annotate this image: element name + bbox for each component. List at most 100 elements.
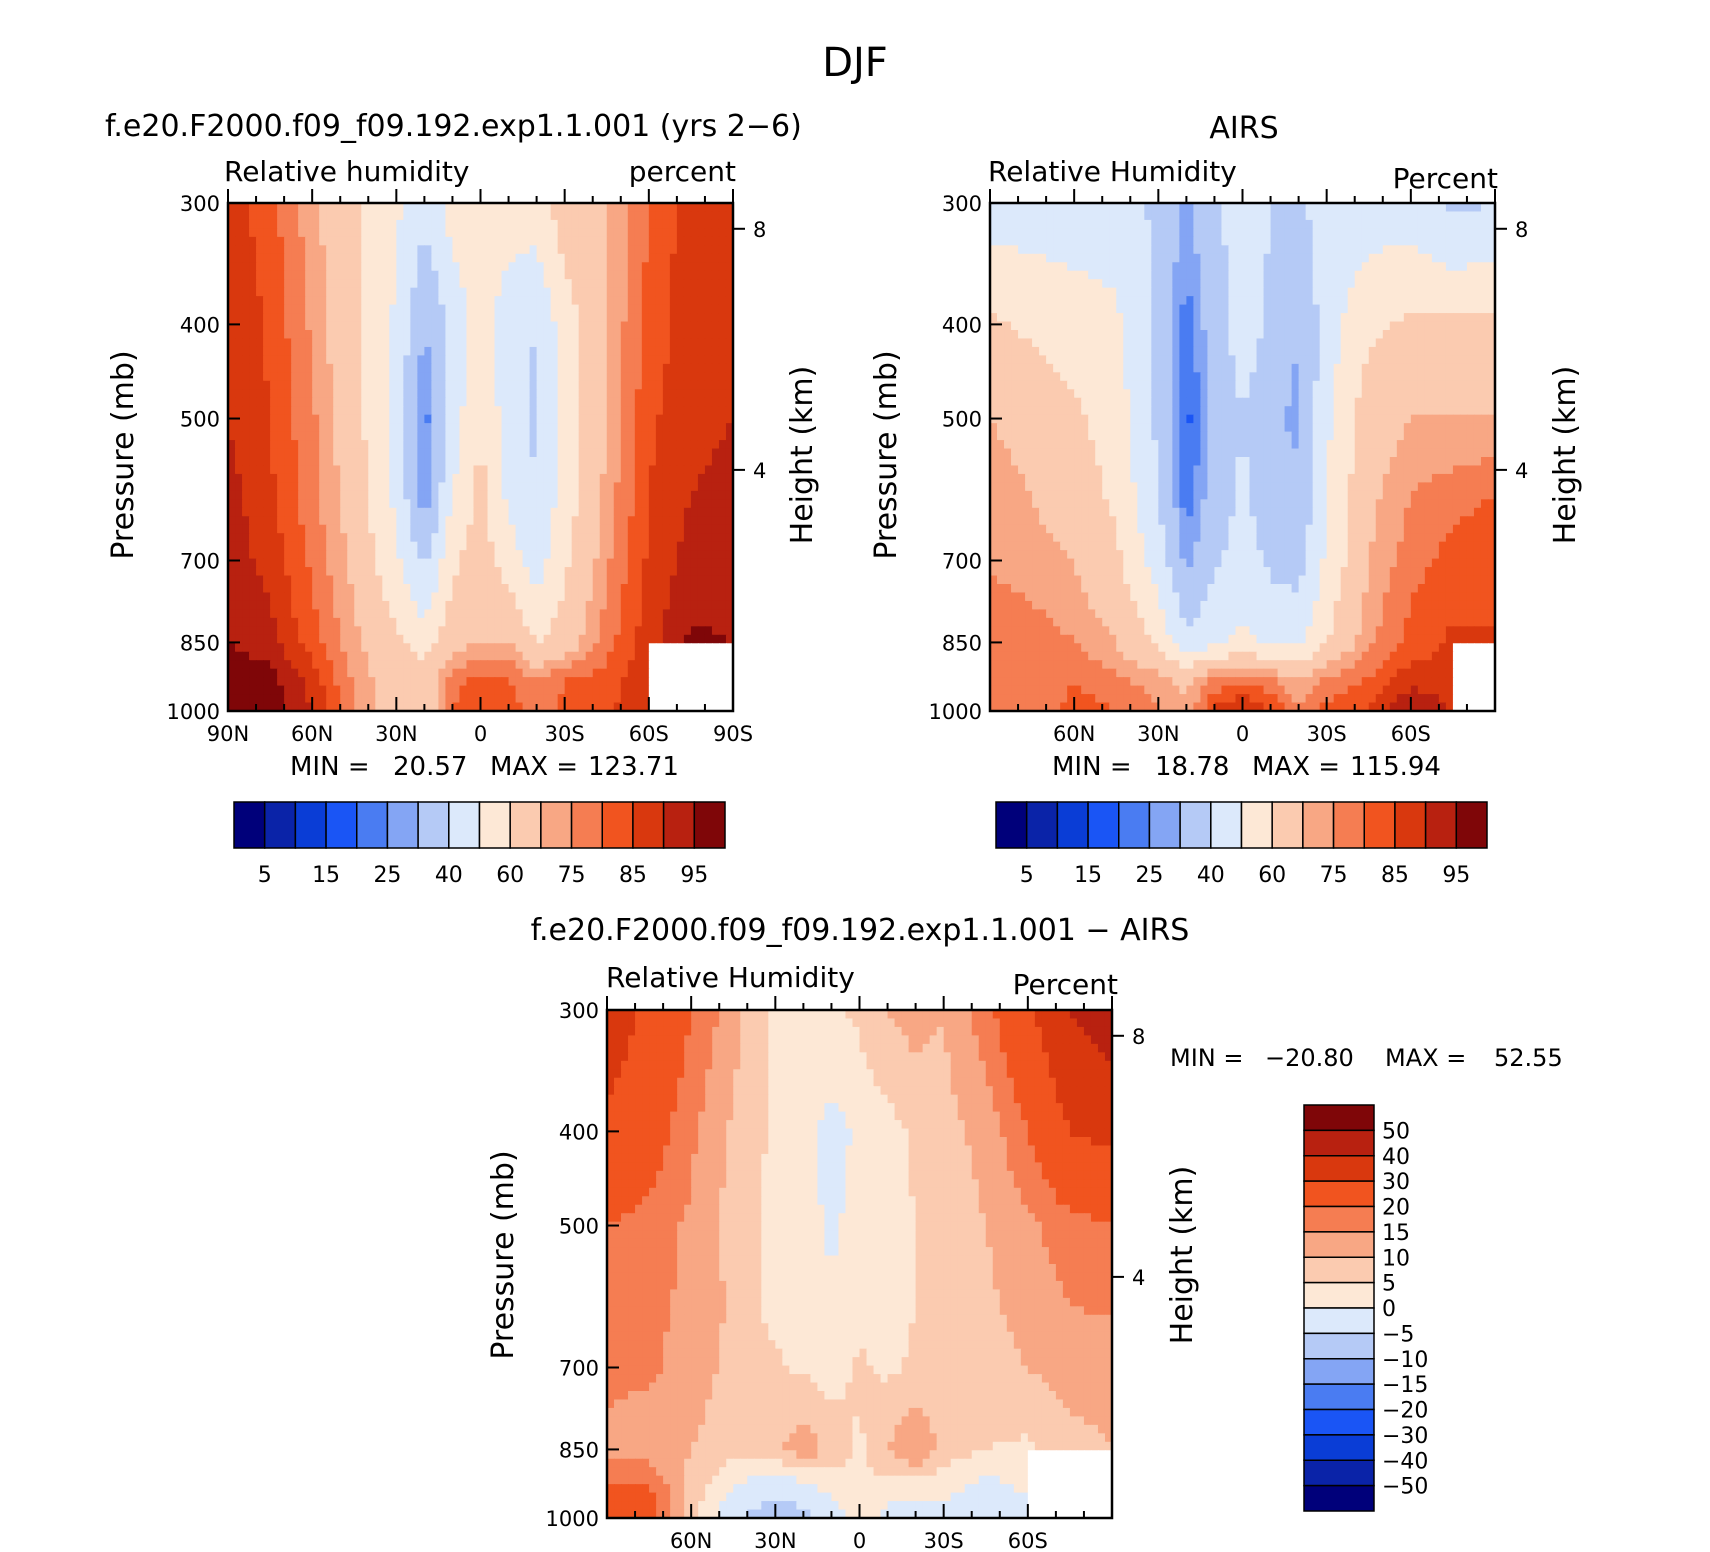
field-cell bbox=[648, 211, 657, 221]
field-cell bbox=[1445, 236, 1454, 246]
field-cell bbox=[704, 457, 713, 467]
field-cell bbox=[1347, 236, 1356, 246]
field-cell bbox=[515, 507, 524, 517]
field-cell bbox=[480, 414, 489, 424]
field-cell bbox=[522, 448, 531, 458]
field-cell bbox=[1067, 228, 1075, 238]
field-cell bbox=[410, 457, 418, 467]
field-cell bbox=[473, 262, 482, 272]
field-cell bbox=[396, 448, 404, 458]
field-cell bbox=[564, 440, 573, 450]
field-cell bbox=[410, 203, 418, 213]
field-cell bbox=[711, 600, 720, 610]
field-cell bbox=[312, 516, 320, 526]
field-cell bbox=[718, 660, 727, 670]
field-cell bbox=[648, 321, 657, 331]
field-cell bbox=[690, 355, 699, 365]
field-cell bbox=[312, 499, 320, 509]
field-cell bbox=[403, 643, 411, 653]
field-cell bbox=[704, 363, 713, 373]
field-cell bbox=[634, 592, 643, 602]
field-cell bbox=[627, 380, 636, 390]
field-cell bbox=[564, 685, 573, 695]
field-cell bbox=[718, 262, 727, 272]
field-cell bbox=[326, 677, 334, 687]
field-cell bbox=[235, 524, 243, 534]
field-cell bbox=[340, 380, 348, 390]
field-cell bbox=[1326, 228, 1335, 238]
field-cell bbox=[655, 245, 664, 255]
field-cell bbox=[697, 287, 706, 297]
field-cell bbox=[522, 203, 531, 213]
field-cell bbox=[522, 279, 531, 289]
field-cell bbox=[368, 380, 376, 390]
field-cell bbox=[347, 389, 355, 399]
field-cell bbox=[564, 296, 573, 306]
field-cell bbox=[536, 270, 545, 280]
field-cell bbox=[312, 313, 320, 323]
field-cell bbox=[445, 211, 454, 221]
field-cell bbox=[536, 304, 545, 314]
field-cell bbox=[697, 473, 706, 483]
field-cell bbox=[312, 219, 320, 229]
field-cell bbox=[487, 651, 496, 661]
field-cell bbox=[515, 253, 524, 263]
field-cell bbox=[326, 372, 334, 382]
field-cell bbox=[599, 660, 608, 670]
field-cell bbox=[529, 634, 538, 644]
field-cell bbox=[543, 550, 552, 560]
field-cell bbox=[452, 473, 461, 483]
field-cell bbox=[627, 211, 636, 221]
field-cell bbox=[669, 431, 678, 441]
field-cell bbox=[452, 262, 461, 272]
field-cell bbox=[522, 541, 531, 551]
field-cell bbox=[634, 490, 643, 500]
field-cell bbox=[725, 313, 734, 323]
field-cell bbox=[487, 253, 496, 263]
field-cell bbox=[305, 296, 313, 306]
field-cell bbox=[641, 651, 650, 661]
field-cell bbox=[620, 668, 629, 678]
field-cell bbox=[1403, 236, 1412, 246]
field-cell bbox=[1291, 253, 1300, 263]
field-cell bbox=[445, 423, 454, 433]
field-cell bbox=[452, 219, 461, 229]
field-cell bbox=[585, 389, 594, 399]
field-cell bbox=[1200, 219, 1209, 229]
field-cell bbox=[396, 685, 404, 695]
field-cell bbox=[487, 584, 496, 594]
field-cell bbox=[326, 363, 334, 373]
field-cell bbox=[459, 575, 468, 585]
field-cell bbox=[704, 668, 713, 678]
field-cell bbox=[487, 694, 496, 704]
field-cell bbox=[445, 228, 454, 238]
field-cell bbox=[410, 550, 418, 560]
field-cell bbox=[557, 279, 566, 289]
field-cell bbox=[389, 567, 397, 577]
field-cell bbox=[1326, 203, 1335, 213]
field-cell bbox=[599, 550, 608, 560]
field-cell bbox=[361, 270, 369, 280]
field-cell bbox=[725, 355, 734, 365]
field-cell bbox=[256, 575, 264, 585]
field-cell bbox=[382, 575, 390, 585]
field-cell bbox=[529, 694, 538, 704]
field-cell bbox=[410, 304, 418, 314]
field-cell bbox=[438, 253, 447, 263]
field-cell bbox=[613, 617, 622, 627]
field-cell bbox=[578, 211, 587, 221]
field-cell bbox=[585, 490, 594, 500]
field-cell bbox=[270, 296, 278, 306]
field-cell bbox=[417, 651, 425, 661]
field-cell bbox=[459, 330, 468, 340]
field-cell bbox=[382, 550, 390, 560]
field-cell bbox=[592, 228, 601, 238]
field-cell bbox=[466, 253, 475, 263]
field-cell bbox=[1403, 203, 1412, 213]
field-cell bbox=[417, 507, 425, 517]
field-cell bbox=[291, 228, 299, 238]
field-cell bbox=[543, 457, 552, 467]
field-cell bbox=[599, 313, 608, 323]
field-cell bbox=[375, 440, 383, 450]
field-cell bbox=[480, 355, 489, 365]
